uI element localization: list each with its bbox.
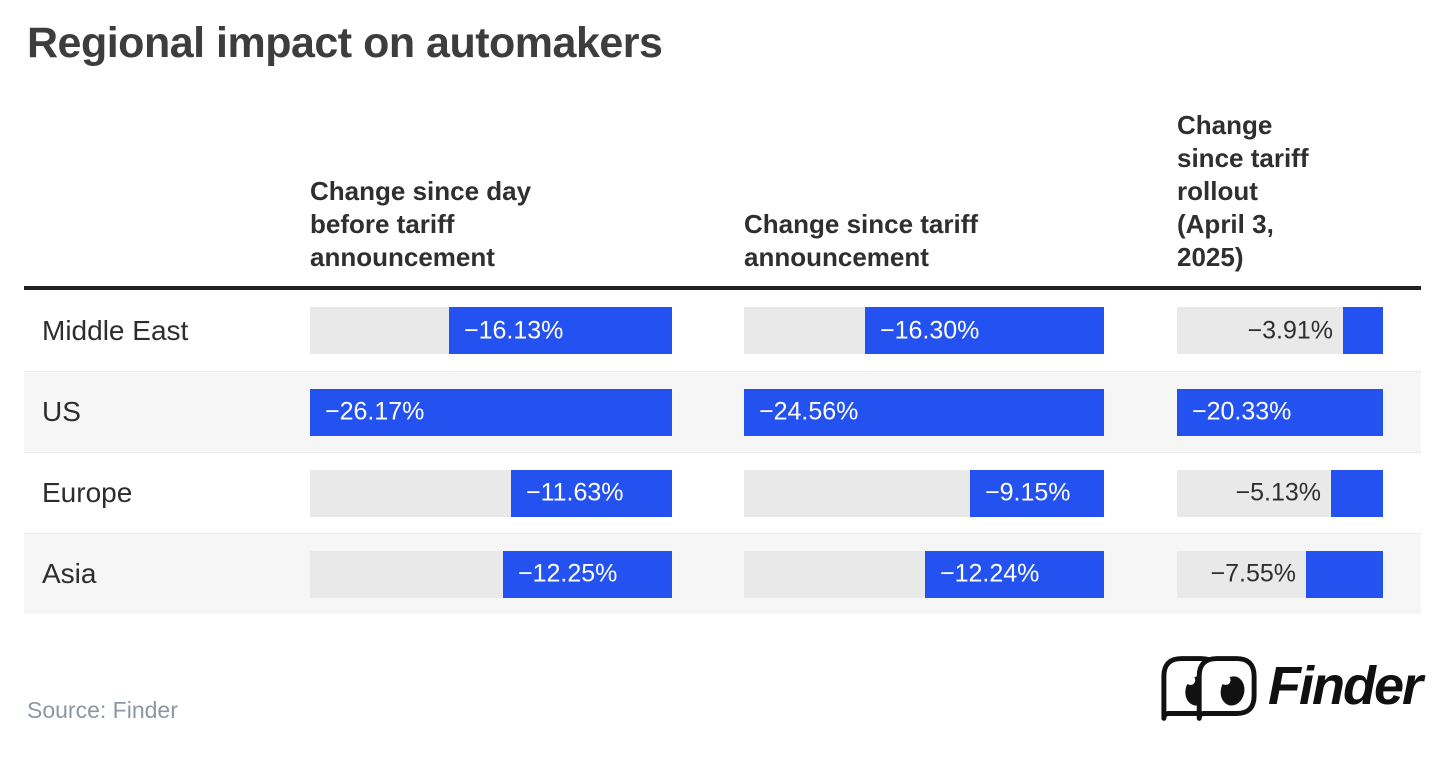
source-note: Source: Finder xyxy=(27,697,178,723)
bar-fill xyxy=(503,550,672,598)
bar-fill xyxy=(511,469,672,517)
bar-value: −12.24% xyxy=(940,559,1040,588)
bar-value: −11.63% xyxy=(526,478,624,507)
bar-fill xyxy=(970,469,1104,517)
page-title: Regional impact on automakers xyxy=(27,19,663,67)
bar-track: −7.55% xyxy=(1177,550,1383,598)
bar-track: −16.13% xyxy=(310,307,672,354)
bar-value: −16.30% xyxy=(880,316,980,344)
bar-value: −12.25% xyxy=(518,559,618,588)
bar-track: −24.56% xyxy=(744,388,1104,436)
bar-value: −5.13% xyxy=(1235,478,1322,507)
bar-fill xyxy=(865,307,1104,354)
bar-cell: −12.24% xyxy=(744,550,1177,598)
bar-cell: −24.56% xyxy=(744,388,1177,436)
bar-fill xyxy=(1331,469,1383,517)
bar-track: −5.13% xyxy=(1177,469,1383,517)
bar-track: −12.24% xyxy=(744,550,1104,598)
bar-fill xyxy=(449,307,672,354)
table-row: Europe −11.63% −9.15% −5.13% xyxy=(24,452,1421,533)
bar-value: −9.15% xyxy=(985,478,1071,507)
bar-value: −20.33% xyxy=(1192,397,1292,426)
bar-value: −24.56% xyxy=(759,397,859,426)
row-label: Europe xyxy=(42,477,133,508)
bar-cell: −16.13% xyxy=(310,307,744,354)
bar-track: −16.30% xyxy=(744,307,1104,354)
finder-wordmark: Finder xyxy=(1267,656,1423,716)
bar-fill xyxy=(1177,388,1383,436)
bar-cell: −16.30% xyxy=(744,307,1177,354)
finder-logo: Finder xyxy=(1158,652,1423,724)
bar-value: −7.55% xyxy=(1210,559,1297,588)
bar-track: −11.63% xyxy=(310,469,672,517)
chart-footer: Source: Finder Finder xyxy=(24,652,1423,738)
bar-cell: −9.15% xyxy=(744,469,1177,517)
bar-track: −12.25% xyxy=(310,550,672,598)
table-header-row: Change since day before tariff announcem… xyxy=(24,68,1421,290)
bar-value: −26.17% xyxy=(325,397,425,426)
bar-track: −26.17% xyxy=(310,388,672,436)
bar-cell: −3.91% xyxy=(1177,307,1421,354)
bar-track: −9.15% xyxy=(744,469,1104,517)
column-header-change-before-announcement: Change since day before tariff announcem… xyxy=(310,176,532,272)
bar-fill xyxy=(1343,307,1383,354)
table-row: Middle East −16.13% −16.30% −3.91% xyxy=(24,290,1421,371)
table-row: US −26.17% −24.56% −20.33% xyxy=(24,371,1421,452)
bar-cell: −7.55% xyxy=(1177,550,1421,598)
bar-value: −3.91% xyxy=(1247,316,1334,344)
bar-track: −20.33% xyxy=(1177,388,1383,436)
column-header-change-since-announcement: Change since tariff announcement xyxy=(744,209,979,272)
bar-value: −16.13% xyxy=(464,316,564,344)
bar-fill xyxy=(310,388,672,436)
finder-eyes-icon xyxy=(1161,656,1257,721)
bar-track: −3.91% xyxy=(1177,307,1383,354)
table-row: Asia −12.25% −12.24% −7.55% xyxy=(24,533,1421,614)
bar-cell: −20.33% xyxy=(1177,388,1421,436)
row-label: Asia xyxy=(42,558,97,589)
bar-fill xyxy=(925,550,1104,598)
column-header-change-since-rollout: Change since tariff rollout (April 3, 20… xyxy=(1177,110,1309,272)
row-label: US xyxy=(42,396,81,427)
bar-fill xyxy=(1306,550,1383,598)
table-body: Middle East −16.13% −16.30% −3.91% US −26.17%… xyxy=(24,290,1421,614)
bar-cell: −12.25% xyxy=(310,550,744,598)
row-label: Middle East xyxy=(42,314,189,346)
bar-cell: −11.63% xyxy=(310,469,744,517)
bar-cell: −26.17% xyxy=(310,388,744,436)
bar-cell: −5.13% xyxy=(1177,469,1421,517)
bar-fill xyxy=(744,388,1104,436)
